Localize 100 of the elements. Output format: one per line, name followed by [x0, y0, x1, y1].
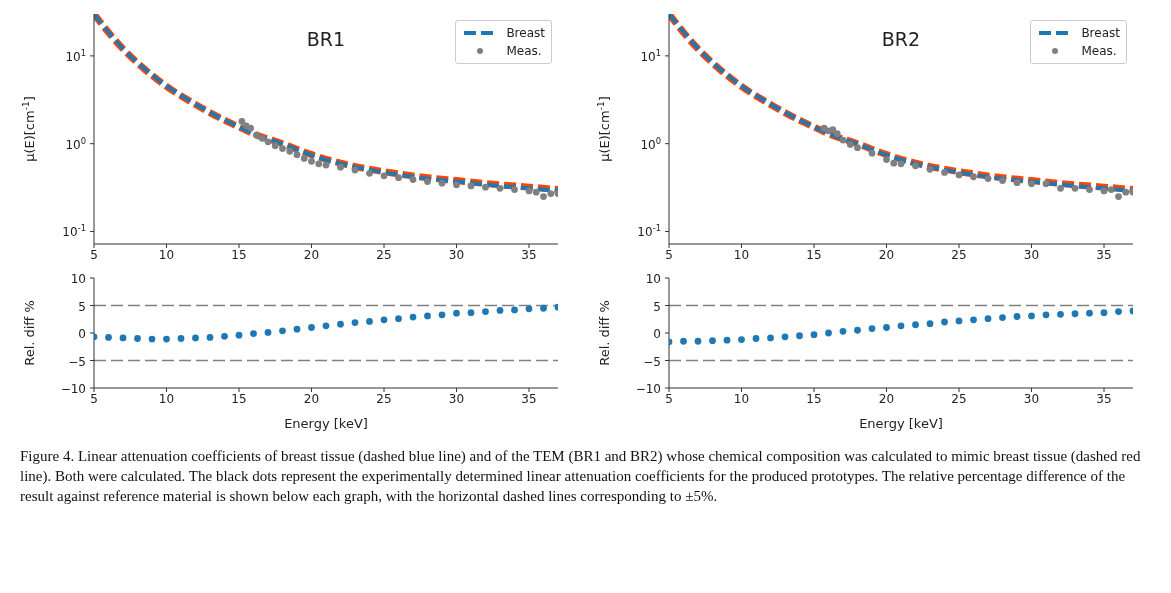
point [1071, 184, 1079, 192]
x-tick-label: 15 [231, 391, 247, 406]
point [883, 324, 890, 331]
point [1086, 309, 1093, 317]
y-tick-label: 10$^{1}$ [640, 47, 661, 64]
x-tick-label: 35 [521, 247, 537, 262]
point [926, 165, 934, 173]
y-tick-label: 5 [653, 299, 661, 314]
point [846, 141, 854, 148]
point [315, 160, 323, 168]
point [833, 130, 841, 138]
point [1042, 180, 1050, 188]
point [1115, 193, 1122, 200]
point [453, 309, 460, 317]
point [511, 306, 518, 314]
point [300, 155, 308, 162]
point [511, 186, 518, 193]
y-tick-label: −10 [60, 382, 86, 396]
point [380, 172, 388, 180]
y-tick-label: 0 [78, 327, 86, 341]
point [351, 319, 359, 326]
point [366, 318, 373, 325]
point [235, 331, 243, 339]
x-tick-label: 25 [951, 391, 967, 406]
point [247, 124, 254, 132]
point [496, 184, 504, 192]
point [424, 178, 431, 185]
point [395, 315, 402, 323]
point [1100, 309, 1108, 317]
x-tick-label: 5 [665, 247, 673, 262]
x-tick-label: 5 [90, 391, 98, 406]
point [395, 174, 402, 182]
point [453, 181, 460, 189]
x-tick-label: 20 [878, 247, 895, 262]
x-axis-title: Energy [keV] [859, 416, 943, 431]
point [1013, 179, 1021, 187]
point [366, 169, 373, 177]
point [912, 162, 919, 170]
y-tick-label: −5 [68, 354, 86, 369]
x-tick-label: 5 [665, 391, 673, 406]
x-tick-label: 10 [733, 247, 750, 262]
y-tick-label: 10$^{0}$ [640, 135, 661, 152]
point [279, 327, 286, 335]
point [890, 159, 898, 167]
point [525, 305, 533, 313]
point [496, 307, 504, 314]
point [723, 336, 731, 344]
point [941, 318, 948, 326]
point [970, 173, 977, 181]
point [883, 156, 890, 163]
point [1057, 310, 1064, 318]
y-axis-title: Rel. diff % [22, 300, 37, 366]
point [409, 313, 417, 321]
legend-label: Meas. [506, 44, 542, 58]
point [796, 332, 803, 340]
point [105, 334, 112, 341]
point [999, 314, 1006, 321]
point [1028, 180, 1035, 188]
point [897, 160, 905, 168]
point [148, 335, 156, 343]
point [1071, 310, 1079, 318]
point [293, 325, 301, 333]
y-tick-label: −5 [643, 354, 661, 369]
point [825, 329, 832, 337]
x-tick-label: 10 [733, 391, 750, 406]
point [380, 316, 388, 324]
point [163, 335, 170, 343]
point [955, 171, 963, 179]
y-tick-label: 0 [653, 327, 661, 341]
point [221, 332, 228, 340]
point [767, 334, 774, 342]
point [781, 333, 789, 341]
point [264, 329, 272, 336]
point [264, 138, 272, 146]
point [839, 136, 847, 144]
legend-label: Breast [1081, 26, 1120, 40]
point [1115, 308, 1122, 315]
x-tick-label: 10 [158, 391, 175, 406]
y-tick-label: −10 [635, 382, 661, 396]
y-tick-label: 10 [645, 272, 661, 286]
point [694, 337, 702, 345]
x-axis-title: Energy [keV] [284, 416, 368, 431]
x-tick-label: 30 [1023, 247, 1040, 262]
point [984, 315, 992, 323]
x-tick-label: 30 [1023, 391, 1040, 406]
point [829, 126, 837, 133]
y-tick-label: 10$^{0}$ [65, 135, 86, 152]
point [680, 337, 687, 345]
y-axis-title: Rel. diff % [597, 300, 612, 366]
point [540, 304, 547, 312]
point [854, 144, 861, 152]
point [955, 317, 963, 325]
point [467, 309, 475, 317]
point [322, 161, 330, 169]
point [482, 308, 489, 315]
point [540, 193, 547, 200]
x-tick-label: 25 [376, 391, 392, 406]
point [810, 331, 818, 339]
caption: Figure 4. Linear attenuation coefficients of breast tissue (dashed blue line) and of the TEM (BR1 and BR2) whose chemical composition was calculated to mimic breast tissue (dashed red line). Both were calculated. The black dots represent the experimentally determined linear attenuation coefficients for the produced prototypes. The relative percentage difference of the result against reference material is shown below each graph, with the horizontal dashed lines corresponding to ±5%. [20, 447, 1142, 506]
point [134, 335, 141, 342]
